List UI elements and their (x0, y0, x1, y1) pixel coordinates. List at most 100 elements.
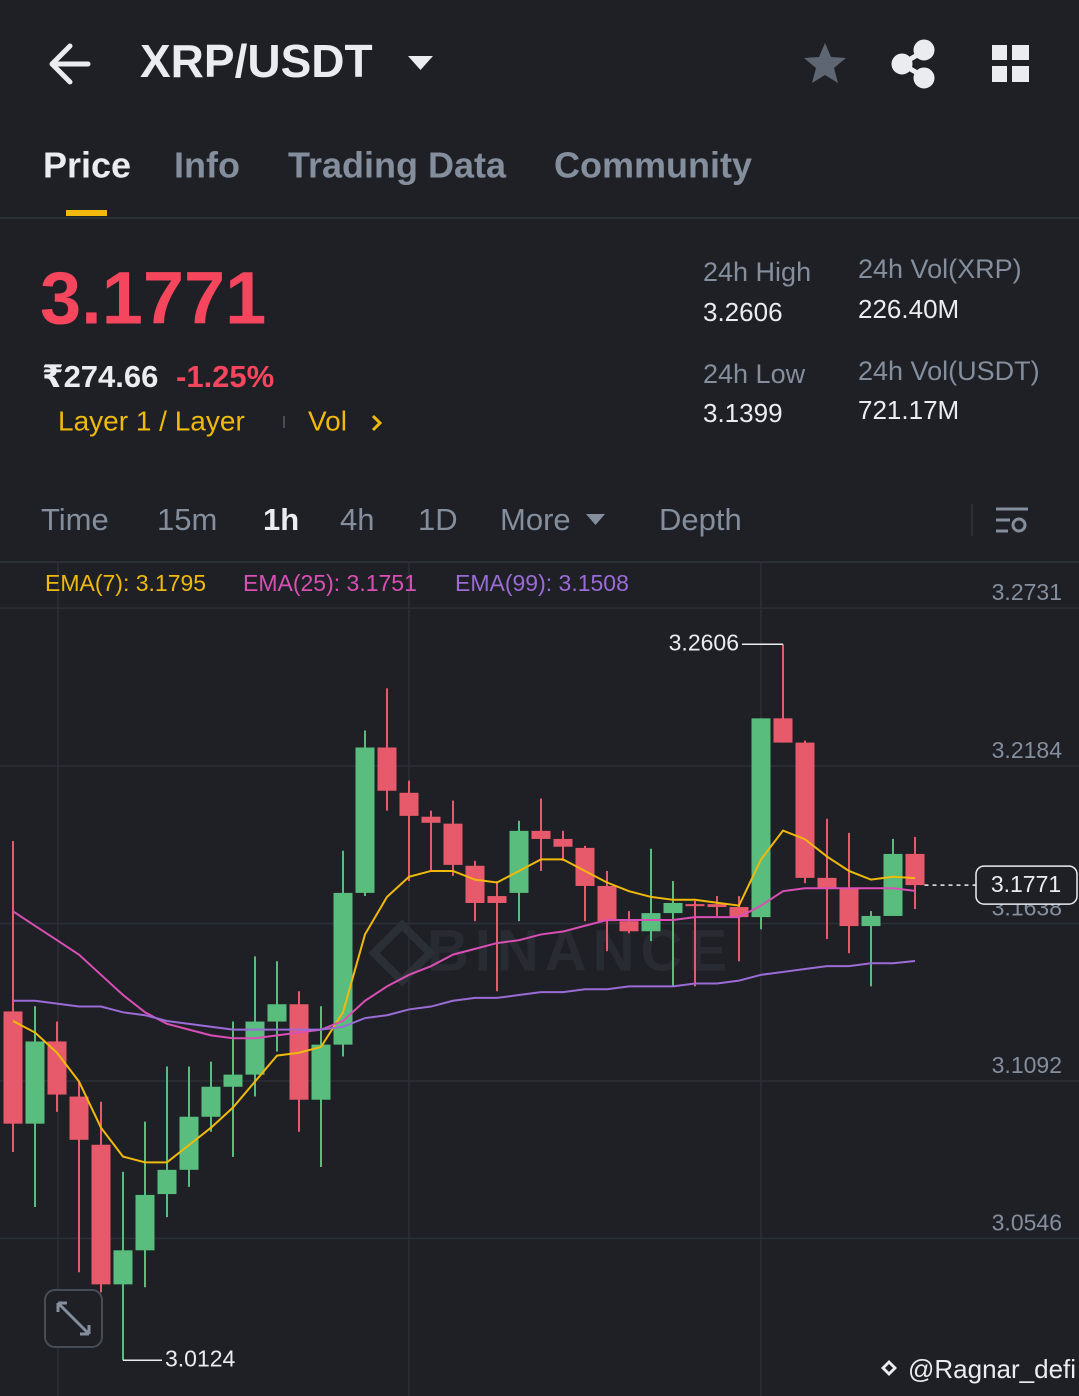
stat-label: 24h Vol(XRP) (858, 254, 1022, 284)
divider (971, 504, 973, 536)
candle-body (729, 907, 749, 918)
candle-body (91, 1144, 111, 1285)
divider (0, 217, 1079, 219)
interval-active[interactable]: 1h (263, 502, 299, 537)
y-tick-label: 3.2731 (992, 579, 1062, 605)
expand-button[interactable] (44, 1289, 103, 1348)
candle-body (443, 823, 463, 865)
candle-body (531, 830, 551, 839)
candle-body (311, 1044, 331, 1100)
more-dropdown[interactable] (586, 514, 605, 525)
stat-value: 3.2606 (703, 297, 783, 327)
pair-title[interactable]: XRP/USDT (140, 35, 373, 87)
candle-body (399, 792, 419, 816)
watermark: BINANCE (427, 918, 733, 983)
watermark-logo (368, 919, 436, 987)
candle-chart: 3.27313.21843.16383.10923.0546BINANCEEMA… (0, 562, 1079, 1396)
layout-button[interactable] (992, 45, 1029, 82)
candle-body (267, 1004, 287, 1022)
candle-body (685, 904, 705, 907)
y-tick-label: 3.0546 (992, 1210, 1062, 1236)
candle-body (333, 892, 353, 1045)
stat-label: 24h Vol(USDT) (858, 356, 1040, 386)
interval[interactable]: 1D (418, 502, 458, 537)
candle-body (553, 838, 573, 847)
candle-body (487, 896, 507, 903)
candle-body (883, 853, 903, 916)
candle-body (861, 915, 881, 927)
candle-body (69, 1096, 89, 1140)
candle-body (509, 830, 529, 893)
candle-body (245, 1021, 265, 1075)
tag-separator (283, 416, 285, 428)
candle-body (839, 887, 859, 927)
stat-label: 24h Low (703, 359, 806, 389)
candle-body (179, 1116, 199, 1170)
ema-line (12, 887, 916, 1040)
divider (0, 561, 1079, 563)
candle-body (47, 1041, 67, 1095)
stat-value: 721.17M (858, 395, 959, 425)
candle-body (355, 747, 375, 893)
candle-body (223, 1074, 243, 1087)
candle-body (3, 1011, 23, 1124)
candle-body (619, 921, 639, 932)
candle-body (377, 747, 397, 791)
share-button[interactable] (891, 39, 935, 89)
legend-entry: EMA(25): 3.1751 (243, 570, 417, 596)
interval[interactable]: 15m (157, 502, 217, 537)
candle-body (25, 1041, 45, 1124)
candle-body (421, 816, 441, 823)
last-price: 3.1771 (40, 257, 266, 340)
interval[interactable]: 4h (340, 502, 374, 537)
tab-price[interactable]: Price (43, 145, 131, 186)
stat-value: 226.40M (858, 294, 959, 324)
candle-body (157, 1169, 177, 1195)
candle-body (663, 902, 683, 914)
price-box (975, 865, 1078, 905)
interval-more[interactable]: More (500, 502, 571, 537)
stat-label: 24h High (703, 257, 811, 287)
price-change: -1.25% (176, 359, 274, 394)
legend-entry: EMA(99): 3.1508 (455, 570, 629, 596)
candle-body (773, 718, 793, 743)
tab-community[interactable]: Community (554, 145, 752, 186)
ema-line (13, 959, 916, 1031)
candle-body (575, 847, 595, 886)
candle-body (113, 1250, 133, 1285)
candle-body (751, 718, 771, 918)
tag-layer[interactable]: Layer 1 / Layer (58, 405, 245, 436)
back-button[interactable] (49, 43, 91, 85)
ema-line (12, 829, 916, 1164)
favorite-star[interactable] (804, 43, 846, 83)
low-label: 3.0124 (165, 1345, 236, 1371)
tab-info[interactable]: Info (174, 145, 240, 186)
interval[interactable]: Time (41, 502, 109, 537)
candle-body (707, 904, 727, 908)
candle-body (135, 1194, 155, 1251)
depth-tab[interactable]: Depth (659, 502, 742, 537)
candle-body (201, 1086, 221, 1117)
tab-indicator (66, 210, 107, 216)
candle-body (905, 853, 925, 886)
y-tick-label: 3.2184 (992, 737, 1063, 763)
y-tick-label: 3.1092 (992, 1052, 1062, 1078)
candle-body (465, 865, 485, 903)
tag-vol[interactable]: Vol (308, 405, 347, 436)
credit-logo (881, 1360, 897, 1376)
candle-body (597, 885, 617, 922)
stat-value: 3.1399 (703, 398, 783, 428)
high-label: 3.2606 (669, 629, 739, 655)
local-price: ₹274.66 (42, 359, 158, 394)
legend-entry: EMA(7): 3.1795 (45, 570, 206, 596)
credit: @Ragnar_defi (908, 1354, 1076, 1384)
candle-body (817, 877, 837, 888)
candle-body (795, 742, 815, 878)
price-label: 3.1771 (991, 871, 1061, 897)
pair-dropdown[interactable] (408, 56, 433, 70)
candle-body (641, 913, 661, 932)
tag-chevron[interactable] (371, 414, 383, 432)
chart-settings[interactable] (996, 507, 1028, 533)
tab-trading-data[interactable]: Trading Data (288, 145, 507, 186)
